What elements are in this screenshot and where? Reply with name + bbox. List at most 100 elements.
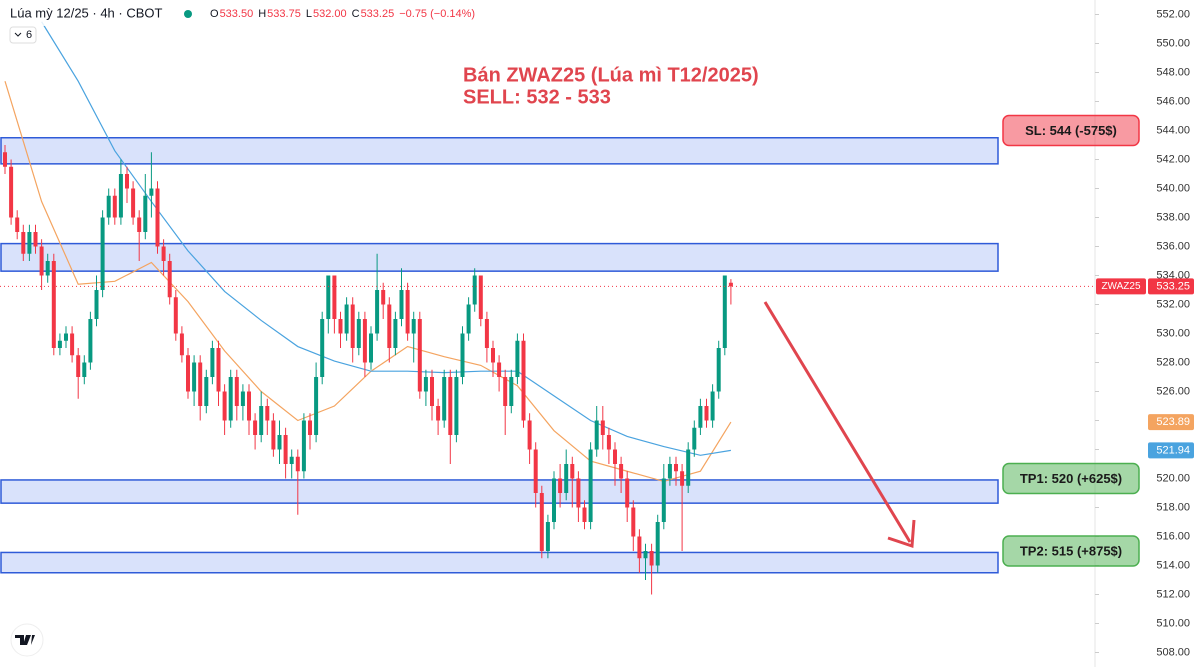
candle-body [375, 290, 380, 334]
candle-body [393, 319, 398, 348]
candle-body [454, 377, 459, 435]
indicator-count: 6 [26, 29, 32, 41]
candle-body [271, 420, 276, 450]
candle-body [606, 435, 611, 450]
candle-body [344, 304, 349, 334]
candle-body [118, 174, 123, 218]
y-tick-label: 508.00 [1156, 646, 1190, 658]
ohlc-value: 532.00 [313, 8, 347, 20]
candle-body [686, 449, 691, 486]
chevron [14, 32, 22, 37]
candle-body [704, 406, 709, 421]
candle-body [527, 420, 532, 450]
candle-body [552, 478, 556, 522]
candle-body [631, 507, 636, 537]
candle-body [350, 304, 355, 348]
candle-body [411, 319, 416, 334]
candle-body [558, 478, 563, 493]
candle-body [570, 464, 575, 479]
ohlc-value: 533.25 [361, 8, 395, 20]
candle-body [15, 217, 20, 232]
price-tag-label: 533.25 [1156, 280, 1190, 292]
candle-body [155, 188, 160, 247]
candle-body [637, 536, 642, 559]
candle-body [64, 333, 68, 341]
y-tick-label: 530.00 [1156, 327, 1190, 339]
candle-body [289, 456, 294, 464]
y-tick-label: 536.00 [1156, 240, 1190, 252]
candle-body [247, 391, 251, 421]
candle-body [460, 333, 465, 377]
logo [10, 623, 44, 657]
y-tick-label: 550.00 [1156, 37, 1190, 49]
y-tick-label: 510.00 [1156, 617, 1190, 629]
ohlc-key: L [306, 8, 312, 20]
candle-body [722, 275, 727, 348]
candle-body [9, 166, 14, 218]
candle-body [436, 406, 441, 421]
candle-body [716, 348, 721, 392]
candle-body [240, 391, 245, 406]
candle-body [137, 217, 142, 232]
zone-label-box [1002, 462, 1140, 495]
candle-body [131, 188, 136, 218]
status-dot [184, 10, 192, 18]
candle-body [362, 319, 367, 363]
change: −0.75 (−0.14%) [399, 8, 475, 20]
ma-tag [1148, 442, 1194, 459]
candle-body [210, 348, 215, 377]
candle-body [112, 195, 117, 218]
candle-body [265, 406, 270, 421]
candle-body [545, 522, 550, 551]
y-tick-label: 546.00 [1156, 95, 1190, 107]
candle-body [423, 377, 428, 392]
symbol: Lúa mỳ 12/25 · 4h · CBOT [10, 5, 163, 20]
candle-body [728, 282, 733, 287]
candle-body [106, 195, 111, 218]
candle-body [308, 420, 312, 435]
candle-body [332, 275, 337, 319]
candle-body [649, 551, 654, 566]
candle-body [369, 333, 373, 363]
ma-tag-label: 521.94 [1156, 444, 1190, 456]
candle-body [564, 464, 569, 493]
ma-tag [1148, 414, 1194, 431]
candle-body [472, 275, 477, 305]
arrow-head [887, 519, 916, 549]
y-tick-label: 552.00 [1156, 8, 1190, 20]
y-tick-label: 516.00 [1156, 530, 1190, 542]
candle-body [710, 391, 715, 421]
candle-body [539, 493, 544, 551]
indicator-toggle[interactable] [9, 26, 37, 44]
candle-body [430, 377, 434, 406]
candle-body [192, 362, 197, 392]
candle-body [253, 420, 258, 435]
candle-body [533, 449, 538, 493]
candle-body [667, 464, 672, 479]
candle-body [45, 261, 50, 276]
candle-body [320, 319, 325, 377]
candle-body [582, 507, 587, 522]
candle-body [594, 420, 599, 450]
zone-label: TP2: 515 (+875$) [1020, 543, 1122, 558]
candle-body [161, 246, 166, 261]
candle-body [167, 261, 172, 298]
candle-body [625, 478, 630, 508]
candle-body [27, 232, 32, 254]
y-tick-label: 540.00 [1156, 182, 1190, 194]
candle-body [619, 464, 624, 479]
ohlc-key: H [258, 8, 266, 20]
candle-body [698, 406, 703, 428]
candle-body [94, 290, 99, 319]
candle-body [3, 152, 7, 167]
candle-body [576, 478, 581, 508]
candle-body [234, 377, 239, 406]
zone-label-box [1002, 535, 1140, 567]
candle-body [484, 319, 489, 348]
y-tick-label: 520.00 [1156, 472, 1190, 484]
y-tick-label: 518.00 [1156, 501, 1190, 513]
annotation: Bán ZWAZ25 (Lúa mì T12/2025) [463, 64, 759, 86]
candle-body [51, 261, 56, 348]
